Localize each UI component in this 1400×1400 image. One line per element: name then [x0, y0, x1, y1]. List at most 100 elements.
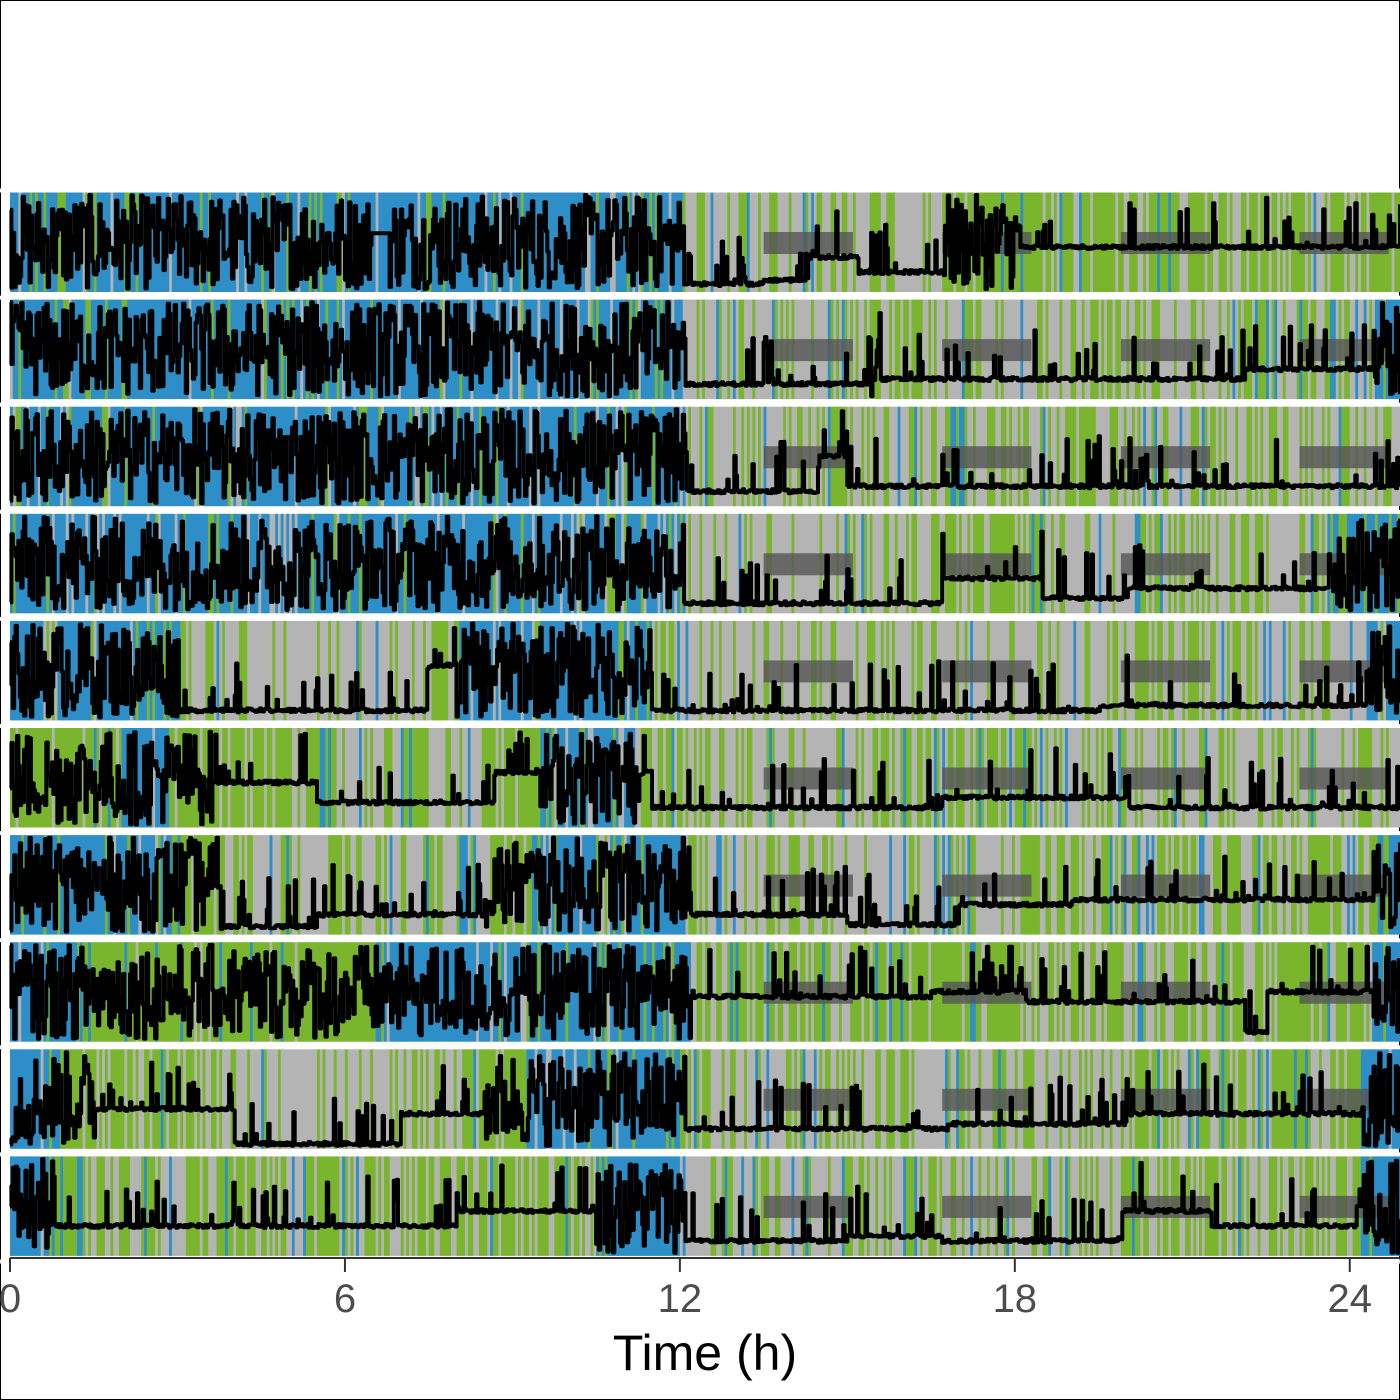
- state-stripe: [1065, 192, 1069, 292]
- state-stripe: [403, 620, 407, 721]
- state-stripe: [381, 1155, 385, 1256]
- state-stripe: [311, 1155, 315, 1256]
- state-stripe: [1090, 620, 1094, 721]
- state-stripe: [381, 1048, 385, 1149]
- state-stripe: [878, 513, 882, 614]
- state-stripe: [127, 1048, 131, 1149]
- state-stripe: [82, 406, 86, 507]
- state-stripe: [21, 941, 25, 1042]
- state-stripe: [679, 620, 684, 721]
- shaded-interval: [763, 339, 853, 362]
- state-stripe: [1257, 834, 1262, 935]
- shaded-interval: [763, 553, 853, 576]
- state-stripe: [1249, 834, 1253, 935]
- state-stripe: [1254, 941, 1259, 1042]
- state-stripe: [437, 620, 441, 721]
- state-stripe: [453, 834, 458, 935]
- state-stripe: [880, 406, 885, 507]
- state-stripe: [886, 727, 890, 828]
- state-stripe: [883, 941, 887, 1042]
- state-stripe: [358, 1048, 363, 1149]
- state-stripe: [96, 1155, 100, 1256]
- state-stripe: [554, 406, 558, 507]
- state-stripe: [241, 620, 246, 721]
- state-stripe: [509, 727, 513, 828]
- state-stripe: [166, 513, 170, 614]
- state-stripe: [919, 406, 924, 507]
- state-stripe: [861, 513, 865, 614]
- state-stripe: [241, 1048, 246, 1149]
- state-stripe: [434, 1048, 438, 1149]
- state-stripe: [1067, 299, 1072, 400]
- state-stripe: [294, 1048, 299, 1149]
- state-stripe: [1215, 513, 1220, 614]
- state-stripe: [621, 620, 625, 721]
- state-stripe: [370, 620, 374, 721]
- state-stripe: [144, 1155, 148, 1256]
- state-stripe: [1238, 406, 1242, 507]
- state-stripe: [724, 941, 728, 1042]
- state-stripe: [928, 513, 932, 614]
- state-stripe: [1257, 1155, 1262, 1256]
- state-stripe: [166, 1155, 170, 1256]
- state-stripe: [1039, 727, 1044, 828]
- state-stripe: [1221, 1155, 1225, 1256]
- state-stripe: [272, 620, 276, 721]
- state-stripe: [381, 192, 385, 292]
- state-stripe: [77, 1155, 81, 1256]
- state-stripe: [1266, 299, 1270, 400]
- state-stripe: [526, 1155, 530, 1256]
- state-stripe: [495, 727, 500, 828]
- state-stripe: [713, 406, 717, 507]
- state-stripe: [749, 192, 754, 292]
- state-stripe: [749, 1155, 754, 1256]
- state-stripe: [216, 513, 220, 614]
- state-stripe: [674, 620, 678, 721]
- state-stripe: [596, 834, 600, 935]
- state-stripe: [459, 834, 463, 935]
- state-stripe: [280, 1048, 285, 1149]
- state-stripe: [906, 1048, 910, 1149]
- state-stripe: [244, 620, 248, 721]
- state-stripe: [127, 513, 131, 614]
- state-stripe: [707, 192, 712, 292]
- state-stripe: [163, 620, 167, 721]
- state-stripe: [652, 513, 656, 614]
- state-stripe: [495, 406, 500, 507]
- state-stripe: [852, 299, 857, 400]
- state-stripe: [300, 1048, 304, 1149]
- state-stripe: [1079, 513, 1083, 614]
- state-stripe: [911, 727, 915, 828]
- state-stripe: [512, 299, 516, 400]
- state-stripe: [255, 1155, 259, 1256]
- state-stripe: [1235, 406, 1239, 507]
- state-stripe: [523, 1048, 527, 1149]
- state-stripe: [1112, 192, 1116, 292]
- state-stripe: [252, 727, 257, 828]
- state-stripe: [1048, 620, 1052, 721]
- state-stripe: [339, 834, 343, 935]
- state-stripe: [906, 192, 910, 292]
- state-stripe: [1254, 727, 1259, 828]
- state-stripe: [1062, 299, 1066, 400]
- state-stripe: [869, 727, 874, 828]
- state-stripe: [1229, 834, 1234, 935]
- state-stripe: [370, 1155, 374, 1256]
- state-stripe: [336, 834, 340, 935]
- state-stripe: [146, 1155, 151, 1256]
- state-stripe: [906, 620, 910, 721]
- state-stripe: [1084, 941, 1088, 1042]
- state-stripe: [875, 513, 879, 614]
- state-stripe: [531, 1155, 536, 1256]
- state-stripe: [381, 727, 385, 828]
- state-stripe: [1034, 941, 1038, 1042]
- state-stripe: [384, 834, 388, 935]
- state-stripe: [1257, 941, 1262, 1042]
- state-stripe: [716, 299, 720, 400]
- state-stripe: [1238, 192, 1242, 292]
- state-stripe: [520, 727, 525, 828]
- state-stripe: [537, 941, 541, 1042]
- state-stripe: [702, 727, 706, 828]
- state-stripe: [705, 513, 709, 614]
- state-stripe: [364, 620, 368, 721]
